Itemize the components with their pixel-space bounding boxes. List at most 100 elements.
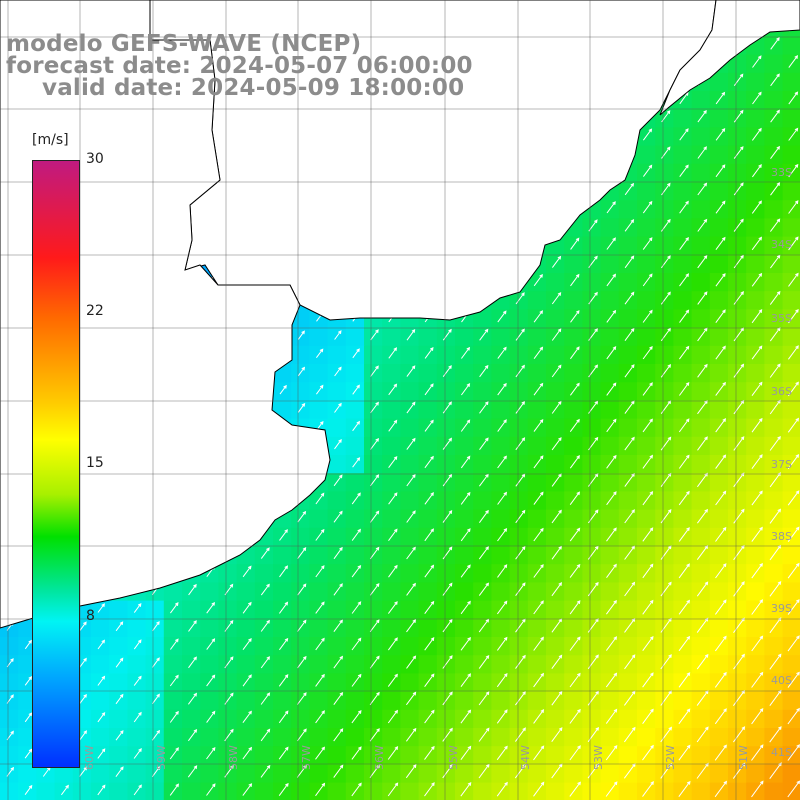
wind-arrow: [478, 509, 489, 523]
wind-cell: [327, 637, 347, 656]
wind-arrow: [769, 218, 781, 232]
wind-cell: [436, 600, 456, 620]
wind-arrow: [497, 346, 507, 359]
wind-cell: [746, 436, 765, 456]
wind-arrow: [678, 780, 691, 797]
wind-arrow: [497, 527, 508, 542]
wind-cell: [418, 546, 438, 565]
wind-cell: [218, 746, 238, 765]
wind-arrow: [151, 766, 161, 778]
wind-arrow: [260, 692, 271, 705]
wind-cell: [364, 527, 383, 547]
wind-arrow: [405, 764, 417, 779]
wind-arrow: [787, 744, 800, 761]
wind-arrow: [242, 674, 252, 687]
wind-cell: [400, 600, 420, 620]
wind-cell: [728, 200, 747, 219]
wind-arrow: [660, 654, 672, 670]
wind-arrow: [787, 671, 800, 688]
wind-cell: [509, 782, 529, 800]
wind-cell: [691, 782, 711, 800]
wind-arrow: [442, 727, 453, 742]
wind-arrow: [169, 674, 179, 687]
wind-cell: [709, 109, 729, 128]
wind-cell: [655, 200, 674, 219]
wind-arrow: [660, 581, 672, 597]
wind-arrow: [605, 599, 617, 615]
wind-cell: [291, 345, 310, 365]
wind-arrow: [606, 309, 617, 323]
wind-arrow: [551, 582, 563, 597]
valid-date: valid date: 2024-05-09 18:00:00: [42, 75, 465, 101]
wind-arrow: [151, 693, 160, 705]
wind-arrow: [478, 691, 490, 706]
wind-arrow: [551, 328, 562, 341]
wind-cell: [182, 782, 201, 800]
wind-arrow: [751, 744, 764, 761]
wind-cell: [436, 455, 456, 474]
wind-cell: [746, 618, 765, 638]
wind-arrow: [442, 437, 453, 450]
wind-cell: [637, 400, 656, 420]
wind-arrow: [569, 382, 580, 396]
wind-arrow: [678, 744, 691, 761]
wind-cell: [582, 746, 602, 765]
wind-arrow: [133, 711, 142, 723]
wind-arrow: [679, 128, 689, 141]
wind-cell: [782, 327, 800, 347]
wind-cell: [436, 746, 456, 765]
wind-cell: [436, 345, 456, 365]
wind-cell: [291, 673, 310, 693]
wind-arrow: [679, 164, 689, 177]
wind-cell: [764, 455, 784, 474]
wind-arrow: [715, 164, 726, 178]
wind-cell: [691, 163, 711, 183]
wind-arrow: [751, 707, 764, 725]
wind-arrow: [260, 547, 270, 559]
lat-label-38s: 38S: [771, 530, 792, 543]
wind-cell: [782, 182, 800, 201]
wind-arrow: [315, 492, 325, 505]
wind-cell: [673, 764, 693, 784]
wind-cell: [782, 728, 800, 747]
wind-arrow: [787, 707, 800, 725]
wind-cell: [728, 382, 747, 401]
wind-cell: [400, 782, 420, 800]
wind-cell: [655, 382, 674, 401]
wind-arrow: [788, 91, 799, 105]
wind-arrow: [334, 330, 342, 340]
wind-cell: [527, 691, 547, 711]
wind-cell: [764, 637, 784, 656]
wind-cell: [764, 782, 784, 800]
wind-arrow: [624, 436, 635, 451]
wind-arrow: [442, 473, 453, 487]
wind-cell: [728, 709, 747, 729]
wind-cell: [728, 455, 747, 474]
wind-cell: [473, 382, 492, 401]
wind-cell: [364, 637, 383, 656]
wind-arrow: [370, 365, 379, 377]
wind-cell: [436, 637, 456, 656]
wind-cell: [127, 618, 147, 638]
wind-arrow: [442, 582, 453, 596]
wind-arrow: [369, 582, 380, 596]
wind-cell: [673, 145, 693, 165]
lon-label-52w: 52W: [664, 745, 677, 770]
wind-arrow: [642, 599, 654, 615]
wind-arrow: [514, 727, 526, 742]
wind-arrow: [605, 708, 618, 724]
wind-cell: [382, 655, 401, 674]
wind-cell: [509, 382, 529, 401]
wind-arrow: [533, 418, 544, 432]
wind-cell: [291, 709, 310, 729]
wind-cell: [509, 746, 529, 765]
wind-arrow: [442, 365, 452, 377]
wind-arrow: [497, 564, 508, 578]
wind-cell: [582, 709, 602, 729]
wind-arrow: [496, 636, 508, 651]
wind-cell: [382, 728, 401, 747]
wind-arrow: [715, 273, 726, 287]
wind-arrow: [115, 657, 124, 668]
wind-cell: [673, 473, 693, 492]
wind-cell: [273, 764, 292, 784]
